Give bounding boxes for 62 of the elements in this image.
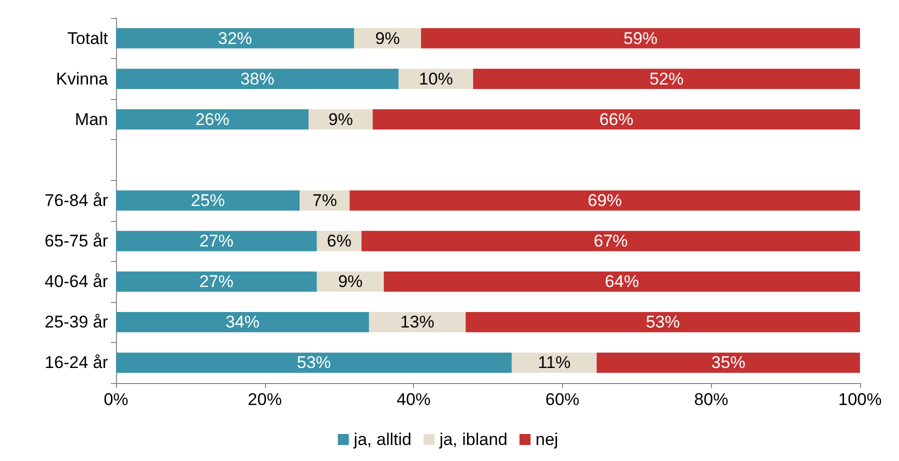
bar [421, 28, 860, 48]
bar [116, 230, 317, 252]
bar [596, 352, 860, 373]
x-tick-label: 100% [838, 390, 882, 409]
bar [466, 312, 860, 332]
data-label: 27% [199, 272, 234, 292]
data-label: 53% [646, 312, 680, 332]
legend-label: nej [536, 430, 558, 449]
y-tick-label: 16-24 år [44, 353, 108, 372]
bar [116, 271, 317, 292]
y-tick-label: 65-75 år [44, 232, 108, 251]
bar [116, 109, 309, 130]
data-label: 9% [328, 110, 353, 129]
y-tick-label: Totalt [67, 28, 108, 48]
bar [350, 190, 860, 211]
data-label: 52% [650, 69, 684, 88]
data-label: 11% [538, 353, 571, 372]
legend-label: ja, ibland [438, 430, 508, 449]
data-label: 9% [338, 272, 363, 292]
bar [372, 109, 860, 130]
bar [384, 271, 860, 292]
bar [398, 68, 474, 89]
x-tick-label: 60% [545, 390, 580, 409]
bar [116, 352, 512, 373]
data-label: 53% [296, 353, 331, 372]
bar [368, 312, 466, 332]
data-label: 27% [199, 232, 234, 251]
data-label: 10% [418, 69, 453, 88]
legend-label: ja, alltid [352, 430, 412, 449]
x-tick-label: 0% [104, 390, 128, 409]
y-tick-label: 25-39 år [44, 312, 108, 332]
data-label: 32% [218, 28, 252, 48]
data-label: 59% [624, 28, 658, 48]
bar [116, 312, 369, 332]
data-label: 7% [312, 191, 337, 210]
bar [512, 352, 597, 373]
data-label: 34% [225, 312, 260, 332]
data-label: 9% [375, 28, 400, 48]
data-label: 69% [588, 191, 622, 210]
data-label: 35% [711, 353, 746, 372]
x-tick-label: 20% [248, 390, 282, 409]
y-tick-label: 76-84 år [44, 191, 108, 210]
x-tick-label: 40% [396, 390, 431, 409]
bar [116, 28, 354, 48]
x-tick-label: 80% [694, 390, 728, 409]
bar [116, 190, 300, 211]
data-label: 26% [195, 110, 230, 129]
data-label: 38% [240, 69, 274, 88]
data-label: 13% [400, 312, 434, 332]
bar [354, 28, 422, 48]
y-tick-label: Kvinna [56, 69, 109, 88]
y-tick-label: 40-64 år [44, 272, 108, 292]
y-tick-label: Man [74, 110, 108, 129]
data-label: 25% [190, 191, 225, 210]
bar [116, 68, 399, 89]
data-label: 64% [604, 272, 639, 292]
bar [362, 230, 860, 252]
bar [473, 68, 860, 89]
bar [316, 271, 384, 292]
data-label: 66% [599, 110, 634, 129]
data-label: 67% [594, 232, 628, 251]
data-label: 6% [326, 232, 352, 251]
